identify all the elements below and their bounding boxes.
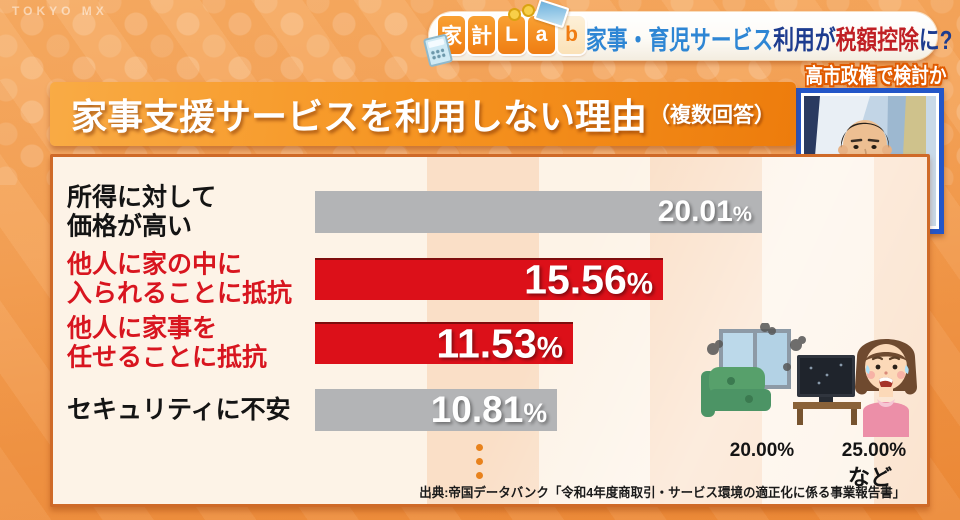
bar-value: 15.56%: [524, 256, 653, 303]
gridline-band: [874, 157, 927, 504]
headline-segment: 税額控除: [835, 25, 919, 55]
category-label: 所得に対して 価格が高い: [67, 183, 217, 241]
truncation-ellipsis-dots: [476, 444, 483, 486]
chart-title-note: （複数回答）: [649, 104, 775, 127]
bar-value: 11.53%: [436, 320, 563, 367]
axis-tick-25: 25.00%: [841, 440, 907, 461]
logo-block: L: [498, 16, 525, 54]
chart-row: 他人に家事を 任せることに抵抗 11.53%: [53, 315, 927, 371]
episode-headline: 家事・育児サービス利用が税額控除に?: [586, 20, 952, 57]
worried-woman: [855, 339, 917, 437]
headline-segment: 家事・育児サービス: [586, 25, 774, 55]
chart-row: 所得に対して 価格が高い 20.01%: [53, 184, 927, 240]
bar-gray: 20.01%: [315, 191, 762, 233]
coin-icon: [522, 4, 535, 17]
channel-watermark: TOKYO MX: [12, 4, 108, 18]
program-logo: 家 計 L a b: [422, 0, 585, 68]
category-label: セキュリティに不安: [67, 395, 291, 424]
bar-value: 20.01%: [657, 195, 752, 228]
axis-tick-20: 20.00%: [729, 440, 795, 461]
chart-title-banner: 家事支援サービスを利用しない理由 （複数回答）: [50, 82, 796, 146]
etc-label: など: [847, 465, 892, 490]
headline-segment: 利用が: [773, 25, 836, 55]
bar-value: 10.81%: [430, 389, 547, 430]
messy-room-illustration: [701, 322, 926, 443]
headline-segment: に?: [918, 25, 953, 55]
logo-block: b: [558, 16, 585, 54]
logo-block: 計: [468, 16, 495, 54]
category-label: 他人に家の中に 入られることに抵抗: [67, 250, 293, 308]
chart-panel: 所得に対して 価格が高い 20.01% 他人に家の中に 入られることに抵抗 15…: [50, 154, 930, 507]
category-label: 他人に家事を 任せることに抵抗: [67, 314, 268, 372]
program-header: 家 計 L a b 家事・育児サービス利用が税額控除に?: [422, 0, 952, 68]
chart-title: 家事支援サービスを利用しない理由: [70, 96, 647, 137]
bar-red: 15.56%: [315, 257, 663, 303]
source-attribution: 出典:帝国データバンク「令和4年度商取引・サービス環境の適正化に係る事業報告書」: [419, 485, 905, 500]
coin-icon: [508, 8, 521, 21]
bar-gray: 10.81%: [315, 389, 557, 431]
chart-row: セキュリティに不安 10.81%: [53, 389, 927, 431]
bar-red: 11.53%: [315, 321, 573, 367]
sub-headline: 高市政権で検討か: [805, 65, 947, 88]
chart-row: 他人に家の中に 入られることに抵抗 15.56%: [53, 251, 927, 307]
